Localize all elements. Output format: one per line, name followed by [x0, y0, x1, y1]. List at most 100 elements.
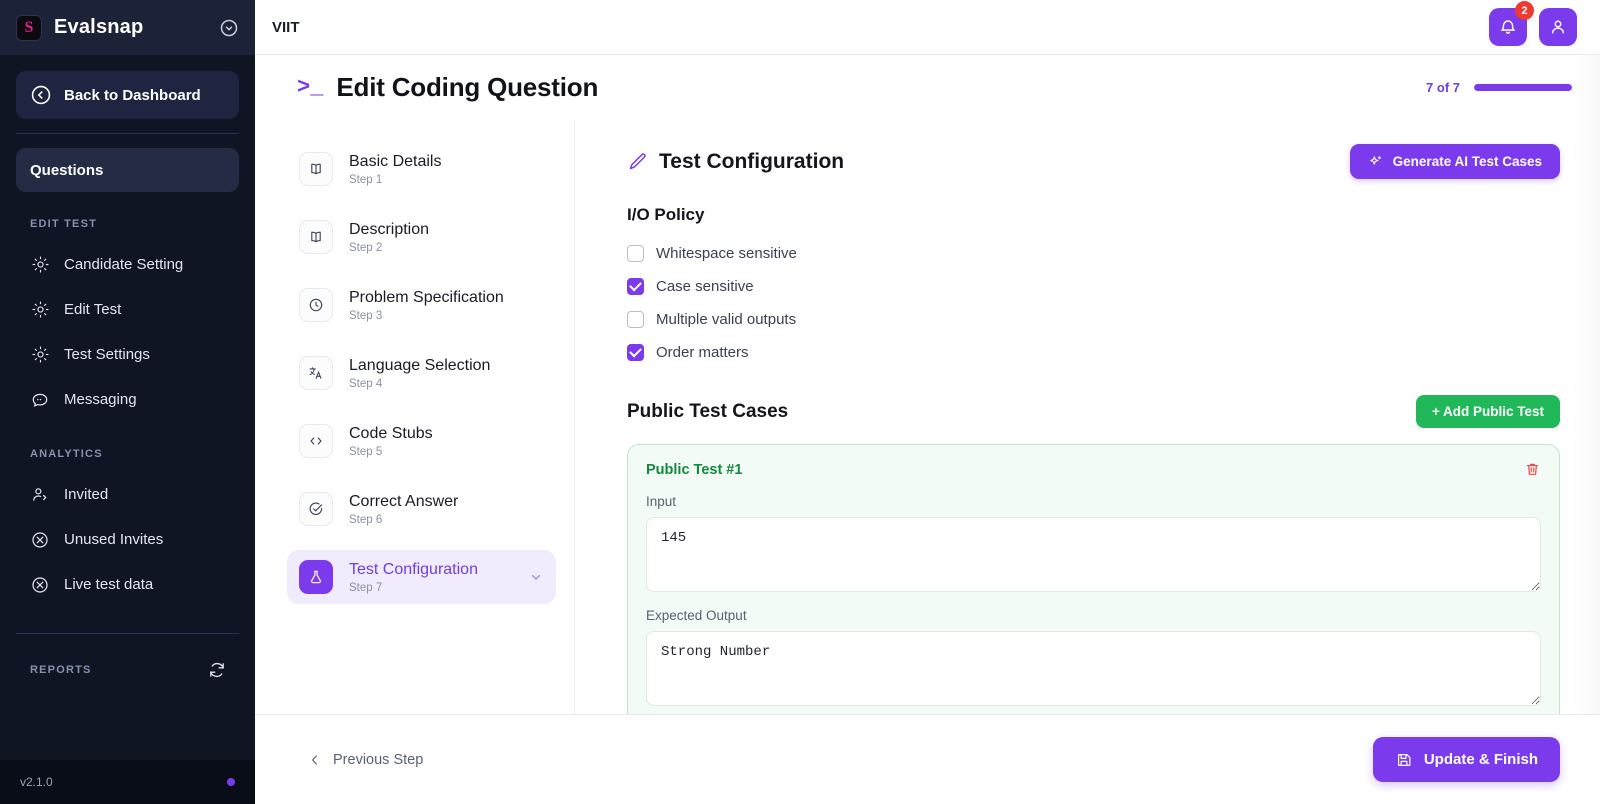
step-subtitle: Step 1 [349, 173, 383, 186]
page-title: Edit Coding Question [336, 72, 599, 102]
sidebar-divider-top [16, 133, 239, 134]
checkbox-box[interactable] [627, 311, 644, 328]
step-title: Language Selection [349, 356, 491, 374]
checkbox-box[interactable] [627, 278, 644, 295]
chevron-left-icon [307, 752, 323, 768]
sidebar-item-questions[interactable]: Questions [16, 148, 239, 192]
chat-bubble-icon [30, 390, 50, 410]
step-subtitle: Step 3 [349, 309, 383, 322]
step-item-description[interactable]: Description Step 2 [287, 210, 556, 264]
step-subtitle: Step 4 [349, 377, 383, 390]
step-subtitle: Step 6 [349, 513, 383, 526]
book-icon [299, 220, 333, 254]
page-header: >_ Edit Coding Question 7 of 7 [255, 55, 1600, 120]
circle-x-icon [30, 530, 50, 550]
code-brackets-icon [299, 424, 333, 458]
checkbox-label: Order matters [656, 344, 749, 361]
step-item-test-configuration[interactable]: Test Configuration Step 7 [287, 550, 556, 604]
section-title: Test Configuration [659, 149, 845, 173]
back-to-dashboard-label: Back to Dashboard [64, 86, 201, 104]
public-test-input-textarea[interactable] [646, 517, 1541, 592]
checkbox-label: Multiple valid outputs [656, 311, 797, 328]
sidebar-item-test-settings[interactable]: Test Settings [0, 332, 255, 377]
status-dot [227, 778, 235, 786]
main-region: VIIT 2 >_ Edit Codin [255, 0, 1600, 804]
back-to-dashboard-button[interactable]: Back to Dashboard [16, 71, 239, 119]
steps-navigation: Basic Details Step 1 Description Step 2 [255, 120, 575, 714]
sidebar-footer: v2.1.0 [0, 760, 255, 804]
update-finish-label: Update & Finish [1423, 751, 1538, 768]
step-item-problem-specification[interactable]: Problem Specification Step 3 [287, 278, 556, 332]
step-item-language-selection[interactable]: Language Selection Step 4 [287, 346, 556, 400]
check-circle-icon [299, 492, 333, 526]
sidebar-section-edit-test: EDIT TEST [30, 218, 98, 230]
sidebar-section-reports-row: REPORTS [0, 660, 255, 680]
sun-icon [30, 345, 50, 365]
notifications-button[interactable]: 2 [1489, 1, 1534, 46]
sidebar-item-candidate-setting[interactable]: Candidate Setting [0, 242, 255, 287]
topbar: VIIT 2 [255, 0, 1600, 55]
previous-step-button[interactable]: Previous Step [307, 752, 423, 768]
sidebar-item-unused-invites[interactable]: Unused Invites [0, 517, 255, 562]
progress-indicator: 7 of 7 [1426, 80, 1572, 95]
checkbox-whitespace-sensitive[interactable]: Whitespace sensitive [627, 237, 1560, 270]
sidebar-item-label: Live test data [64, 576, 154, 593]
user-icon [1548, 17, 1568, 37]
save-icon [1395, 751, 1413, 769]
checkbox-case-sensitive[interactable]: Case sensitive [627, 270, 1560, 303]
circle-x-icon [30, 575, 50, 595]
step-subtitle: Step 5 [349, 445, 383, 458]
profile-button[interactable] [1539, 8, 1577, 46]
public-test-card-header: Public Test #1 [646, 461, 1541, 478]
add-public-test-button[interactable]: + Add Public Test [1415, 395, 1560, 428]
content-split: Basic Details Step 1 Description Step 2 [255, 120, 1600, 714]
topbar-actions: 2 [1489, 1, 1577, 46]
refresh-icon[interactable] [207, 660, 227, 680]
notification-badge: 2 [1515, 1, 1534, 20]
sidebar-item-invited[interactable]: Invited [0, 472, 255, 517]
step-subtitle: Step 2 [349, 241, 383, 254]
step-title: Correct Answer [349, 492, 459, 510]
trash-icon[interactable] [1524, 461, 1541, 478]
sidebar-item-label: Messaging [64, 391, 137, 408]
sidebar-item-live-test-data[interactable]: Live test data [0, 562, 255, 607]
sidebar-item-label: Candidate Setting [64, 256, 184, 273]
progress-label: 7 of 7 [1426, 80, 1460, 95]
step-item-basic-details[interactable]: Basic Details Step 1 [287, 142, 556, 196]
sidebar-item-label: Invited [64, 486, 109, 503]
step-item-correct-answer[interactable]: Correct Answer Step 6 [287, 482, 556, 536]
sidebar-section-analytics: ANALYTICS [30, 448, 103, 460]
app-version: v2.1.0 [20, 775, 53, 789]
expected-output-label: Expected Output [646, 608, 747, 623]
bottom-action-bar: Previous Step Update & Finish [255, 714, 1600, 804]
previous-step-label: Previous Step [333, 751, 424, 768]
public-test-expected-output-textarea[interactable] [646, 631, 1541, 706]
step-item-code-stubs[interactable]: Code Stubs Step 5 [287, 414, 556, 468]
sidebar-item-label: Test Settings [64, 346, 150, 363]
input-label: Input [646, 494, 677, 509]
step-title: Problem Specification [349, 288, 504, 306]
evalsnap-logo-icon: S [16, 14, 42, 41]
update-and-finish-button[interactable]: Update & Finish [1372, 737, 1560, 782]
brand-bar: S Evalsnap [0, 0, 255, 55]
checkbox-multiple-valid-outputs[interactable]: Multiple valid outputs [627, 303, 1560, 336]
step-subtitle: Step 7 [349, 581, 383, 594]
checkbox-label: Case sensitive [656, 278, 754, 295]
book-icon [299, 152, 333, 186]
bell-icon [1498, 17, 1518, 37]
sun-icon [30, 255, 50, 275]
sidebar-item-edit-test[interactable]: Edit Test [0, 287, 255, 332]
sidebar: S Evalsnap Back to Dashboard Questions E… [0, 0, 255, 804]
sidebar-item-label: Questions [30, 161, 104, 179]
checkbox-box[interactable] [627, 245, 644, 262]
chevron-down-circle-icon[interactable] [219, 18, 239, 38]
step-title: Basic Details [349, 152, 442, 170]
pencil-icon [627, 151, 648, 172]
generate-ai-test-cases-button[interactable]: Generate AI Test Cases [1349, 144, 1560, 179]
generate-ai-label: Generate AI Test Cases [1392, 154, 1542, 169]
terminal-prompt-icon: >_ [297, 75, 324, 100]
sidebar-item-messaging[interactable]: Messaging [0, 377, 255, 422]
checkbox-box[interactable] [627, 344, 644, 361]
checkbox-order-matters[interactable]: Order matters [627, 336, 1560, 369]
public-test-card: Public Test #1 Input Expected Output [627, 444, 1560, 714]
